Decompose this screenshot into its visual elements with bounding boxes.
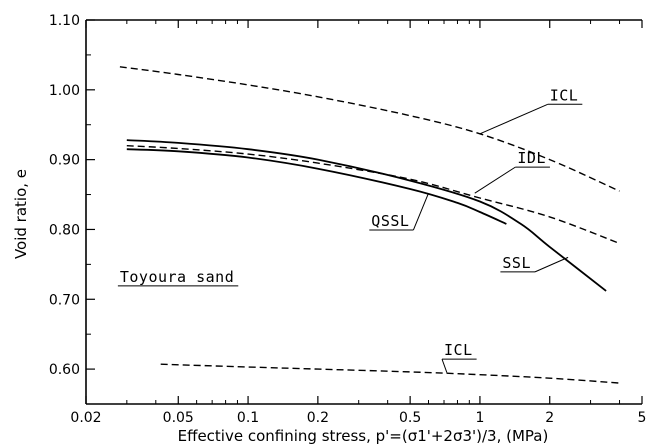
x-tick-label: 0.1 xyxy=(237,410,259,426)
y-tick-label: 1.10 xyxy=(49,13,80,29)
annotation-leader xyxy=(412,192,429,231)
y-tick-label: 0.70 xyxy=(49,292,80,308)
series-icl-0 xyxy=(119,66,620,192)
annotation-leader xyxy=(441,358,448,373)
series-layer xyxy=(119,66,620,384)
series-qssl-3 xyxy=(126,148,507,225)
annotation-leader xyxy=(534,256,569,273)
annotation-label: ICL xyxy=(550,86,579,104)
x-tick-label: 2 xyxy=(545,410,554,426)
annotation-label: Toyoura sand xyxy=(120,268,234,286)
y-axis-title: Void ratio, e xyxy=(12,169,30,259)
x-tick-label: 1 xyxy=(475,410,484,426)
x-tick-label: 0.2 xyxy=(307,410,329,426)
annotation-label: QSSL xyxy=(371,212,409,230)
series-ssl-2 xyxy=(126,139,607,292)
y-tick-label: 1.00 xyxy=(49,83,80,99)
y-tick-label: 0.90 xyxy=(49,153,80,169)
x-axis-title: Effective confining stress, p'=(σ1'+2σ3'… xyxy=(178,427,549,445)
y-tick-label: 0.80 xyxy=(49,222,80,238)
y-tick-label: 0.60 xyxy=(49,362,80,378)
series-icl-4 xyxy=(160,363,620,384)
annotation-label: ICL xyxy=(444,341,473,359)
x-tick-label: 0.5 xyxy=(399,410,421,426)
annotation-layer: ICL IDL QSSL SSL ICL Toyoura sand xyxy=(117,86,583,373)
plot-axes: 0.02 0.05 0.1 0.2 0.5 1 2 5 0.60 0.70 0.80 0.90 1.00… xyxy=(49,13,647,426)
x-tick-label: 0.02 xyxy=(70,410,101,426)
annotation-label: IDL xyxy=(517,149,546,167)
annotation-leader xyxy=(479,103,548,135)
annotation-leader xyxy=(474,166,516,194)
x-tick-label: 0.05 xyxy=(163,410,194,426)
x-tick-label: 5 xyxy=(638,410,647,426)
annotation-label: SSL xyxy=(502,254,531,272)
